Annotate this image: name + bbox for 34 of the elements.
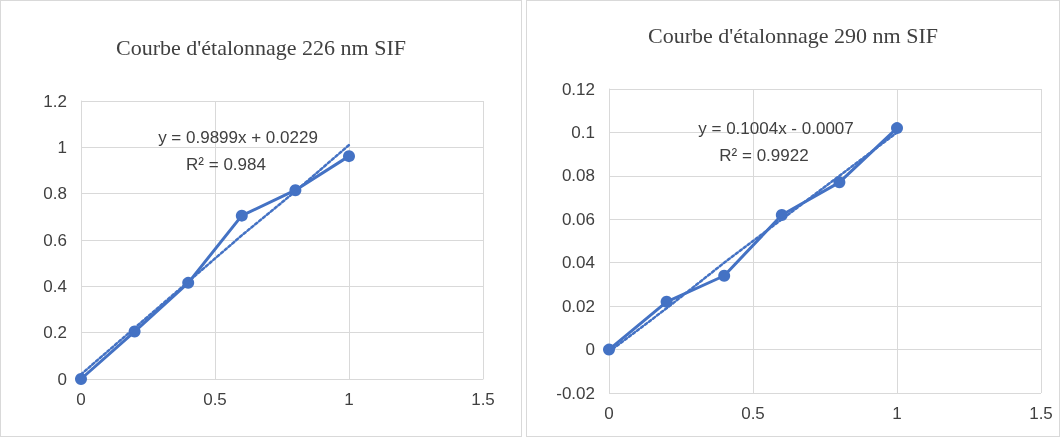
y-tick-label: 1 [57, 137, 67, 157]
x-tick-label: 0.5 [741, 404, 765, 423]
x-tick-label: 1.5 [1029, 404, 1053, 423]
y-tick-label: 0.12 [561, 79, 595, 99]
point [343, 150, 355, 163]
y-tick-label: 0.2 [43, 323, 67, 343]
y-tick-label: 1.2 [43, 91, 67, 111]
y-tick-label: 0.6 [43, 230, 67, 250]
annotation: y = 0.9899x + 0.0229 [158, 127, 318, 147]
chart-title: Courbe d'étalonnage 290 nm SIF [648, 22, 938, 48]
y-tick-label: 0 [57, 369, 67, 389]
y-tick-label: 0.8 [43, 184, 67, 204]
y-tick-label: 0.02 [561, 296, 595, 316]
y-tick-label: 0.06 [561, 209, 595, 229]
x-tick-label: 0 [76, 390, 86, 409]
x-tick-label: 1 [344, 390, 354, 409]
annotation: R² = 0.9922 [719, 145, 809, 165]
point [891, 122, 903, 135]
x-tick-label: 0.5 [203, 390, 227, 409]
y-tick-label: 0.04 [561, 253, 595, 273]
x-tick-label: 1.5 [471, 390, 495, 409]
annotation: y = 0.1004x - 0.0007 [698, 118, 854, 138]
point [718, 269, 731, 282]
point [235, 209, 248, 222]
point [75, 373, 87, 385]
y-tick-label: 0 [585, 340, 595, 360]
y-tick-label: 0.1 [571, 122, 595, 142]
y-tick-label: 0.4 [43, 276, 67, 296]
y-tick-label: 0.08 [561, 166, 595, 186]
x-tick-label: 0 [604, 404, 614, 423]
x-tick-label: 1 [892, 404, 902, 423]
chart-title: Courbe d'étalonnage 226 nm SIF [116, 34, 406, 60]
annotation: R² = 0.984 [186, 154, 266, 174]
y-tick-label: -0.02 [556, 383, 595, 403]
